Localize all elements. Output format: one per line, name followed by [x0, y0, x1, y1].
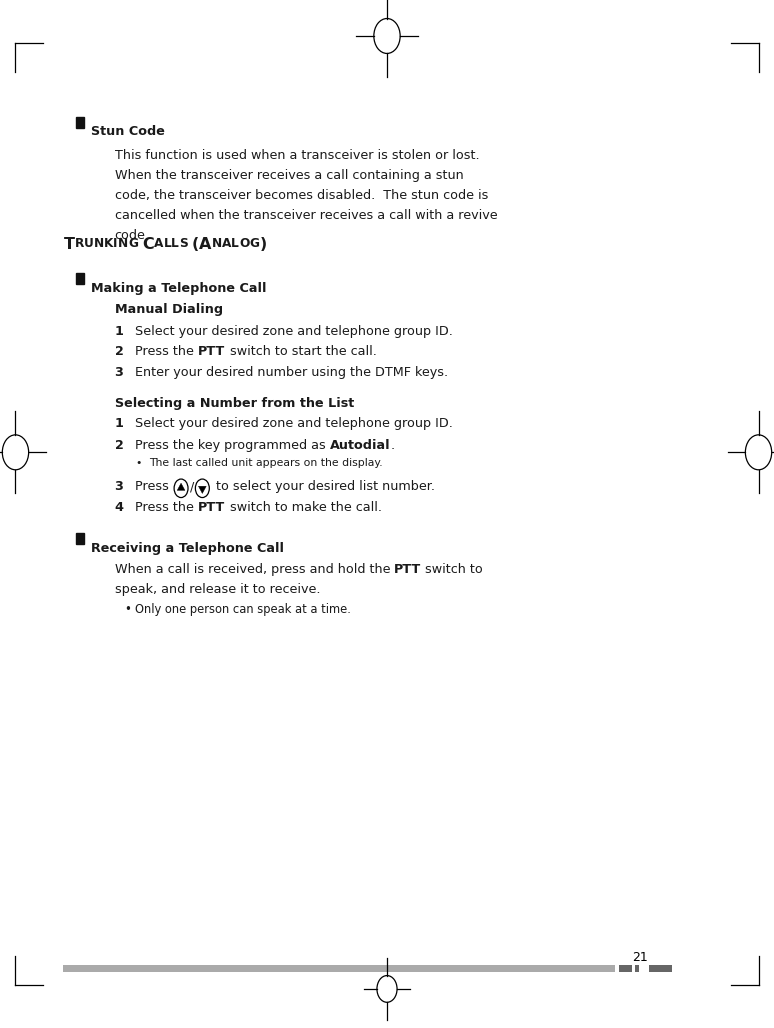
- Bar: [63, 965, 615, 972]
- Text: ): ): [259, 237, 266, 253]
- Text: Manual Dialing: Manual Dialing: [115, 303, 223, 317]
- Text: 2: 2: [115, 345, 123, 359]
- Text: Autodial: Autodial: [330, 439, 391, 452]
- Text: N: N: [118, 237, 128, 251]
- Text: •: •: [135, 458, 142, 469]
- Text: S: S: [179, 237, 188, 251]
- Text: switch to start the call.: switch to start the call.: [225, 345, 376, 359]
- Bar: [76, 116, 84, 127]
- Text: Press the key programmed as: Press the key programmed as: [135, 439, 330, 452]
- Text: Press: Press: [135, 480, 173, 493]
- Text: PTT: PTT: [198, 501, 225, 514]
- Polygon shape: [198, 486, 206, 493]
- Text: Receiving a Telephone Call: Receiving a Telephone Call: [91, 542, 284, 555]
- Text: •: •: [124, 603, 131, 617]
- Text: Selecting a Number from the List: Selecting a Number from the List: [115, 397, 354, 410]
- Text: Stun Code: Stun Code: [91, 125, 165, 139]
- Text: PTT: PTT: [198, 345, 225, 359]
- Text: R: R: [74, 237, 84, 251]
- Text: Making a Telephone Call: Making a Telephone Call: [91, 282, 267, 295]
- Text: A: A: [199, 237, 211, 253]
- Text: Only one person can speak at a time.: Only one person can speak at a time.: [135, 603, 351, 617]
- Text: G: G: [128, 237, 138, 251]
- Bar: [649, 965, 672, 972]
- Text: When the transceiver receives a call containing a stun: When the transceiver receives a call con…: [115, 169, 464, 182]
- Text: code.: code.: [115, 229, 149, 243]
- Text: C: C: [142, 237, 154, 253]
- Bar: [635, 965, 639, 972]
- Bar: [619, 965, 632, 972]
- Text: T: T: [63, 237, 74, 253]
- Text: L: L: [231, 237, 239, 251]
- Text: switch to: switch to: [421, 563, 483, 577]
- Text: 1: 1: [115, 417, 123, 431]
- Polygon shape: [177, 483, 185, 490]
- Text: I: I: [113, 237, 118, 251]
- Text: 3: 3: [115, 480, 123, 493]
- Text: 2: 2: [115, 439, 123, 452]
- Text: This function is used when a transceiver is stolen or lost.: This function is used when a transceiver…: [115, 149, 479, 162]
- Text: 4: 4: [115, 501, 124, 514]
- Text: When a call is received, press and hold the: When a call is received, press and hold …: [115, 563, 394, 577]
- Text: K: K: [104, 237, 113, 251]
- Text: Press the: Press the: [135, 501, 198, 514]
- Bar: [76, 272, 84, 284]
- Text: 1: 1: [115, 325, 123, 338]
- Bar: [76, 533, 84, 545]
- Text: G: G: [249, 237, 259, 251]
- Text: L: L: [171, 237, 179, 251]
- Text: 21: 21: [632, 951, 648, 964]
- Text: (: (: [192, 237, 199, 253]
- Text: speak, and release it to receive.: speak, and release it to receive.: [115, 584, 320, 596]
- Text: U: U: [84, 237, 94, 251]
- Text: L: L: [163, 237, 171, 251]
- Text: 3: 3: [115, 366, 123, 379]
- Text: The last called unit appears on the display.: The last called unit appears on the disp…: [149, 458, 382, 469]
- Text: A: A: [222, 237, 231, 251]
- Text: Select your desired zone and telephone group ID.: Select your desired zone and telephone g…: [135, 417, 454, 431]
- Text: to select your desired list number.: to select your desired list number.: [211, 480, 435, 493]
- Text: /: /: [190, 480, 194, 493]
- Text: Press the: Press the: [135, 345, 198, 359]
- Text: code, the transceiver becomes disabled.  The stun code is: code, the transceiver becomes disabled. …: [115, 189, 488, 203]
- Text: .: .: [391, 439, 395, 452]
- Text: A: A: [154, 237, 163, 251]
- Text: N: N: [94, 237, 104, 251]
- Text: PTT: PTT: [394, 563, 421, 577]
- Text: O: O: [239, 237, 249, 251]
- Text: switch to make the call.: switch to make the call.: [225, 501, 382, 514]
- Text: Select your desired zone and telephone group ID.: Select your desired zone and telephone g…: [135, 325, 454, 338]
- Text: Enter your desired number using the DTMF keys.: Enter your desired number using the DTMF…: [135, 366, 449, 379]
- Text: N: N: [211, 237, 222, 251]
- Text: cancelled when the transceiver receives a call with a revive: cancelled when the transceiver receives …: [115, 209, 497, 222]
